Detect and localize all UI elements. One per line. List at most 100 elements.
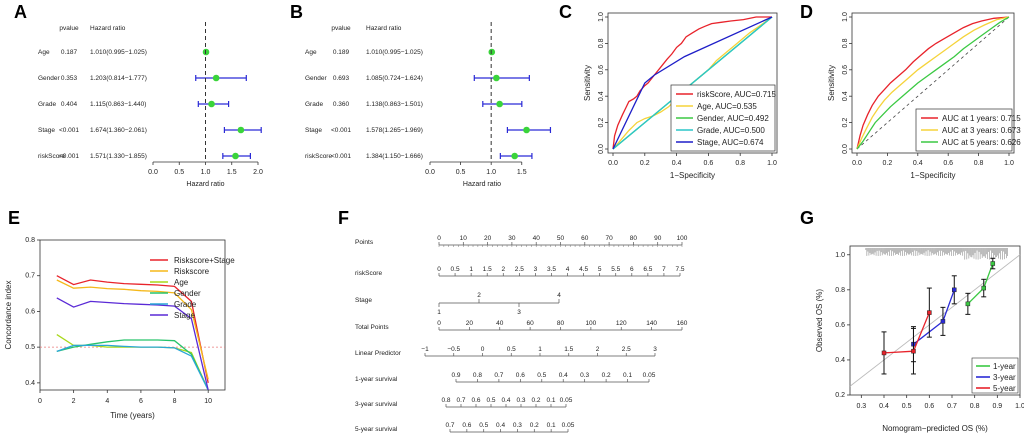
nomogram-tick-label: 2.5 — [515, 266, 524, 273]
nomogram-row-label: riskScore — [355, 270, 382, 277]
forest-row-pvalue: 0.353 — [61, 75, 78, 82]
roc-x-title: 1−Specificity — [910, 171, 955, 180]
nomogram-tick-label: 0.1 — [623, 372, 632, 379]
roc-x-tick-label: 0.6 — [704, 160, 714, 167]
roc-y-tick-label: 1.0 — [842, 12, 849, 22]
nomogram-row-label: Stage — [355, 297, 372, 304]
nomogram-tick-label: 0.7 — [445, 422, 454, 429]
forest-row-pvalue: <0.001 — [59, 127, 79, 134]
nomogram-tick-label: 0.9 — [451, 372, 460, 379]
nomogram-tick-label: 0.7 — [494, 372, 503, 379]
nomogram-tick-label: 0.4 — [501, 397, 510, 404]
cindex-legend-label: Riskscore+Stage — [174, 256, 235, 265]
forest-point — [488, 48, 496, 56]
nomogram-tick-label: 4 — [566, 266, 570, 273]
nomogram-tick-label: 0.3 — [513, 422, 522, 429]
forest-point — [523, 126, 530, 134]
forest-x-tick-label: 1.0 — [486, 169, 496, 176]
forest-x-tick-label: 1.5 — [517, 169, 527, 176]
forest-x-tick-label: 1.0 — [201, 169, 211, 176]
calib-point — [990, 261, 996, 266]
roc-y-tick-label: 0.8 — [842, 38, 849, 48]
forest-point — [202, 48, 210, 56]
nomogram-tick-label: 70 — [605, 235, 613, 242]
forest-row-pvalue: 0.693 — [333, 75, 350, 82]
calib-x-tick-label: 1.0 — [1015, 403, 1024, 410]
nomogram-tick-label: 100 — [585, 320, 596, 327]
forest-row-hr-text: 1.203(0.814−1.777) — [90, 75, 147, 82]
forest-row-label: riskScore — [38, 153, 65, 160]
roc-curve — [856, 16, 1010, 150]
nomogram-tick-label: 0.6 — [471, 397, 480, 404]
forest-row-label: Stage — [38, 127, 55, 134]
forest-point — [208, 100, 215, 108]
nomogram-tick-label: 0.2 — [530, 422, 539, 429]
cindex-y-tick-label: 0.7 — [25, 273, 35, 280]
roc-y-tick-label: 0.6 — [598, 65, 605, 75]
forest-row-label: Grade — [305, 101, 323, 108]
roc-y-tick-label: 0.8 — [598, 38, 605, 48]
calib-point — [981, 285, 986, 291]
panel-letter-G: G — [800, 208, 814, 228]
calib-y-tick-label: 0.6 — [835, 322, 845, 329]
forest-row-label: riskScore — [305, 153, 332, 160]
forest-header-hr: Hazard ratio — [366, 25, 402, 32]
nomogram-tick-label: 0 — [437, 266, 441, 273]
roc-x-tick-label: 1.0 — [767, 160, 777, 167]
nomogram-tick-label: 40 — [533, 235, 541, 242]
roc-x-tick-label: 0.2 — [640, 160, 650, 167]
nomogram-tick-label: 1 — [538, 346, 542, 353]
nomogram-tick-label: 0.05 — [560, 397, 573, 404]
roc-x-tick-label: 0.0 — [608, 160, 618, 167]
cindex-y-tick-label: 0.4 — [25, 380, 35, 387]
roc-x-tick-label: 0.8 — [735, 160, 745, 167]
nomogram-tick-label: 7 — [662, 266, 666, 273]
roc-legend-label: Grade, AUC=0.500 — [697, 126, 765, 135]
calib-legend-box — [971, 357, 1019, 394]
cindex-y-tick-label: 0.8 — [25, 237, 35, 244]
nomogram-tick-label: 3 — [517, 309, 521, 316]
nomogram-tick-label: 0.1 — [546, 397, 555, 404]
forest-point — [493, 74, 500, 82]
nomogram-tick-label: −1 — [421, 346, 429, 353]
calib-line — [967, 263, 994, 305]
roc-x-tick-label: 1.0 — [1004, 160, 1014, 167]
nomogram-tick-label: 20 — [466, 320, 474, 327]
forest-row-hr-text: 1.384(1.150−1.666) — [366, 153, 423, 160]
forest-header-pvalue: pvalue — [59, 25, 79, 32]
forest-header-pvalue: pvalue — [331, 25, 351, 32]
roc-x-tick-label: 0.4 — [913, 160, 923, 167]
roc-y-title: Sensitivity — [827, 65, 836, 101]
calib-x-title: Nomogram−predicted OS (%) — [882, 424, 988, 433]
cindex-line — [56, 334, 209, 391]
nomogram-tick-label: 0.8 — [473, 372, 482, 379]
forest-x-tick-label: 0.0 — [148, 169, 158, 176]
roc-y-tick-label: 0.6 — [842, 65, 849, 75]
nomogram-tick-label: 80 — [630, 235, 638, 242]
calib-line — [883, 312, 930, 354]
nomogram-tick-label: 80 — [557, 320, 565, 327]
forest-row-pvalue: <0.001 — [331, 127, 351, 134]
calib-x-tick-label: 0.4 — [879, 403, 889, 410]
nomogram-tick-label: 1.5 — [564, 346, 573, 353]
forest-x-tick-label: 2.0 — [253, 169, 263, 176]
calib-point — [965, 301, 971, 307]
calib-x-tick-label: 0.6 — [924, 403, 934, 410]
roc-legend-label: Stage, AUC=0.674 — [697, 138, 764, 147]
forest-row-label: Gender — [38, 75, 61, 82]
roc-legend-label: Age, AUC=0.535 — [697, 102, 757, 111]
nomogram-tick-label: 0.4 — [496, 422, 505, 429]
cindex-line — [56, 344, 209, 391]
roc-legend-label: AUC at 3 years: 0.673 — [942, 126, 1021, 135]
nomogram-tick-label: 160 — [677, 320, 688, 327]
forest-row-label: Grade — [38, 101, 56, 108]
nomogram-row-label: Total Points — [355, 324, 389, 331]
nomogram-tick-label: 4 — [557, 292, 561, 299]
nomogram-tick-label: 30 — [508, 235, 516, 242]
forest-x-tick-label: 0.5 — [174, 169, 184, 176]
forest-row-hr-text: 1.010(0.995−1.025) — [366, 49, 423, 56]
cindex-y-tick-label: 0.6 — [25, 308, 35, 315]
cindex-line — [56, 297, 209, 391]
nomogram-tick-label: 1 — [437, 309, 441, 316]
